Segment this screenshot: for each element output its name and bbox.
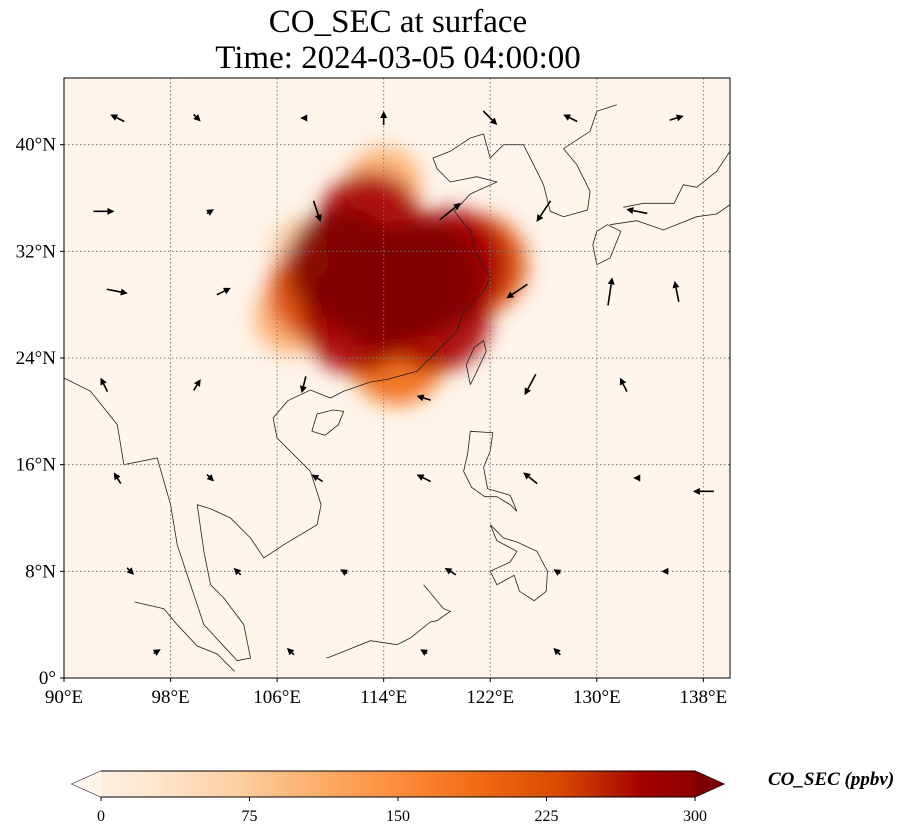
wind-arrow [553, 569, 562, 576]
coastline [134, 601, 235, 672]
wind-arrow [93, 207, 115, 215]
wind-arrow [206, 209, 215, 216]
wind-arrow [563, 114, 578, 123]
wind-arrow [669, 114, 684, 122]
wind-arrow [607, 277, 615, 306]
wind-arrow [692, 487, 714, 495]
colorbar [70, 770, 726, 798]
coastline [463, 430, 518, 512]
wind-arrow [523, 472, 538, 485]
plume-cell [365, 220, 482, 336]
colorbar-max-extension [695, 771, 724, 797]
lon-tick-label: 138°E [680, 687, 728, 708]
colorbar-ticks: 0 75 150 225 300 [97, 797, 707, 825]
coastline [523, 104, 617, 218]
coastline [610, 204, 730, 231]
wind-arrow [193, 113, 201, 122]
colorbar-tick-label: 75 [242, 808, 258, 825]
lat-tick-label: 24°N [16, 348, 57, 369]
lon-tick-label: 90°E [45, 687, 83, 708]
wind-arrow [193, 379, 201, 391]
lat-tick-label: 8°N [25, 561, 56, 582]
coastlines [64, 104, 730, 672]
lat-tick-label: 40°N [16, 135, 57, 156]
wind-arrow [416, 474, 431, 483]
wind-arrow [626, 207, 648, 215]
wind-arrow [661, 567, 669, 575]
wind-arrow [536, 200, 552, 222]
wind-arrow [444, 567, 457, 576]
wind-arrow [113, 472, 122, 485]
wind-arrow [206, 473, 215, 482]
wind-arrow [506, 283, 528, 299]
colorbar-min-extension [72, 771, 101, 797]
lat-tick-labels: 0° 8°N 16°N 24°N 32°N 40°N [16, 135, 64, 689]
coastline [311, 409, 345, 436]
gridlines [64, 78, 730, 678]
wind-arrow [416, 394, 431, 402]
coastline [326, 584, 452, 659]
wind-arrow [672, 280, 680, 302]
coastline [489, 524, 548, 602]
colorbar-tick-label: 225 [535, 808, 559, 825]
chart-title: CO_SEC at surface [268, 4, 528, 40]
lon-tick-label: 98°E [151, 687, 189, 708]
lon-tick-label: 114°E [360, 687, 407, 708]
chart-subtitle: Time: 2024-03-05 04:00:00 [215, 40, 581, 76]
lon-tick-label: 130°E [573, 687, 621, 708]
coastline [465, 340, 487, 385]
wind-arrow [299, 376, 307, 394]
wind-arrow [524, 373, 537, 396]
lat-tick-label: 16°N [16, 455, 57, 476]
wind-arrow [233, 567, 242, 576]
wind-vectors [93, 110, 714, 656]
coastline [623, 151, 730, 208]
wind-arrow [106, 288, 128, 296]
wind-arrow [311, 474, 324, 483]
wind-arrow [110, 114, 125, 123]
lon-tick-label: 122°E [466, 687, 514, 708]
colorbar-tick-label: 0 [97, 808, 105, 825]
wind-arrow [420, 649, 428, 656]
map-frame [63, 77, 731, 679]
wind-arrow [312, 200, 322, 222]
coastline [592, 224, 622, 266]
coastline [64, 133, 524, 662]
wind-arrow [633, 474, 641, 482]
colorbar-tick-label: 300 [683, 808, 707, 825]
wind-arrow [126, 567, 135, 575]
wind-arrow [482, 110, 498, 125]
wind-arrow [152, 649, 161, 656]
wind-arrow [553, 647, 561, 656]
lat-tick-label: 0° [39, 668, 56, 689]
colorbar-label: CO_SEC (ppbv) [768, 769, 895, 790]
wind-arrow [216, 287, 231, 296]
co-concentration-field [253, 147, 527, 405]
lon-tick-label: 106°E [253, 687, 301, 708]
wind-arrow [439, 202, 461, 221]
wind-arrow [100, 377, 109, 393]
colorbar-tick-label: 150 [386, 808, 410, 825]
lon-tick-labels: 90°E 98°E 106°E 114°E 122°E 130°E 138°E [45, 678, 727, 708]
wind-arrow [300, 114, 308, 122]
lat-tick-label: 32°N [16, 241, 57, 262]
wind-arrow [286, 647, 295, 656]
wind-arrow [340, 569, 349, 576]
wind-arrow [380, 111, 388, 125]
wind-arrow [619, 377, 628, 393]
